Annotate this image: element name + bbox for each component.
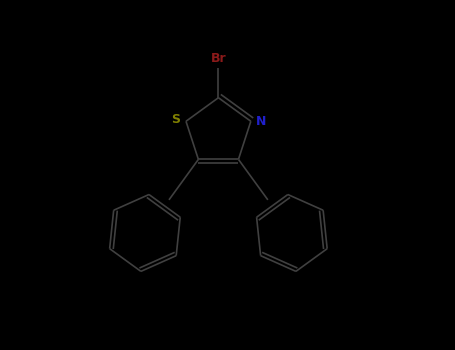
Text: N: N bbox=[256, 115, 266, 128]
Text: S: S bbox=[172, 112, 181, 126]
Text: Br: Br bbox=[211, 52, 226, 65]
